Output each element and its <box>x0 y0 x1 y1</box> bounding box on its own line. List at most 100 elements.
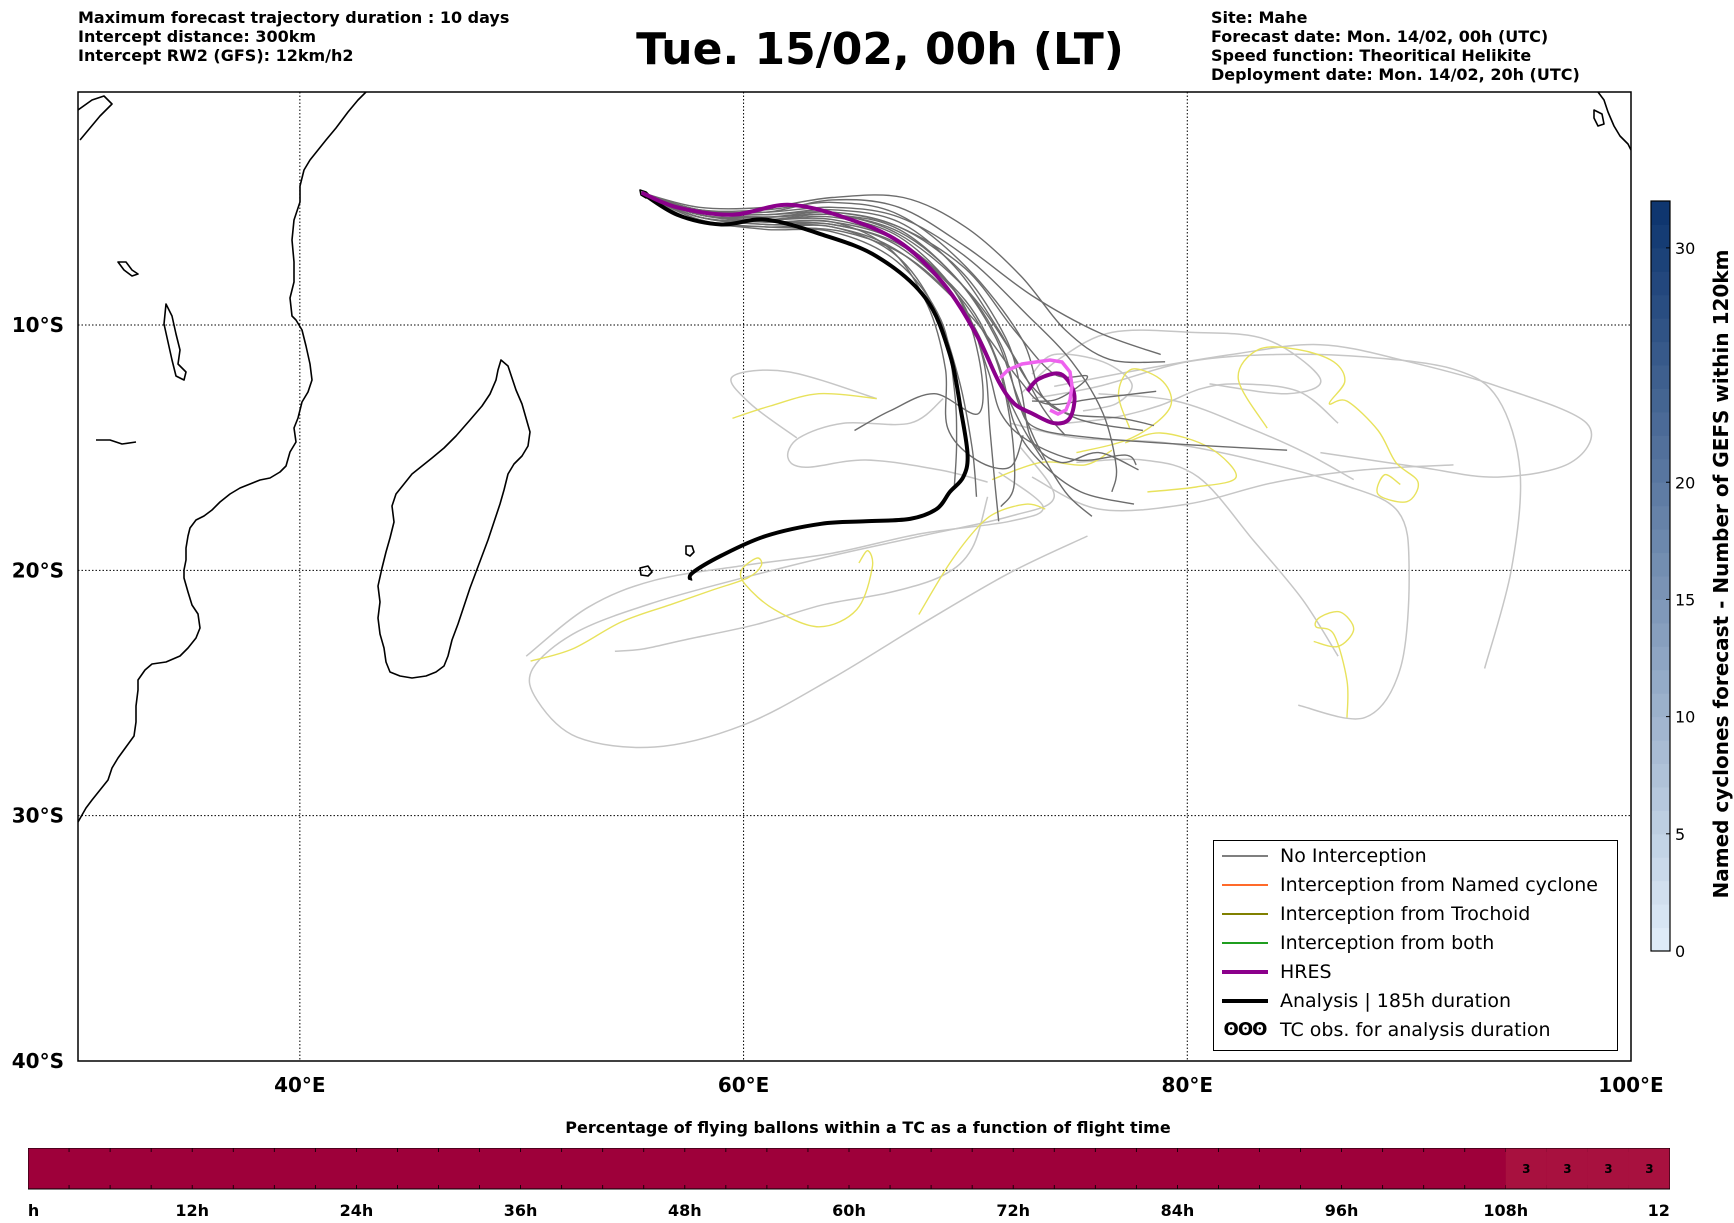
colorbar-segment <box>1651 599 1670 624</box>
legend-item-trochoid: Interception from Trochoid <box>1222 899 1530 928</box>
legend-swatch-gray <box>1222 854 1268 857</box>
colorbar-segment <box>1651 763 1670 788</box>
trajectory-line <box>1076 458 1339 657</box>
flight-time-percent-cells: 3 3 3 3 <box>28 1148 1670 1190</box>
flight-time-tick-label: 84h <box>1161 1201 1195 1220</box>
page-title: Tue. 15/02, 00h (LT) <box>636 24 1124 75</box>
trajectory-line <box>1237 346 1420 503</box>
colorbar-segment <box>1651 622 1670 647</box>
analysis-trajectory <box>640 190 970 581</box>
percent-cell <box>1628 1148 1670 1189</box>
trajectory-line <box>1076 368 1173 454</box>
legend-item-both: Interception from both <box>1222 928 1494 957</box>
colorbar-segment <box>1651 810 1670 835</box>
hres-loop-highlight <box>998 358 1074 416</box>
trajectory-line <box>730 369 877 439</box>
legend-label: HRES <box>1280 960 1332 983</box>
latitude-label: 10°S <box>12 313 64 337</box>
trajectory-line <box>1031 353 1522 669</box>
percent-cell <box>1587 1148 1629 1189</box>
coastlines <box>78 92 1631 823</box>
flight-time-tick-label: 60h <box>832 1201 866 1220</box>
colorbar-segment <box>1651 646 1670 671</box>
colorbar-segment <box>1651 833 1670 858</box>
legend-swatch-green <box>1222 941 1268 944</box>
legend-swatch-black <box>1222 998 1268 1003</box>
latitude-label: 30°S <box>12 804 64 828</box>
colorbar-segment <box>1651 740 1670 764</box>
colorbar-segment <box>1651 458 1670 483</box>
analysis-line <box>640 190 970 581</box>
legend-label: TC obs. for analysis duration <box>1280 1018 1551 1041</box>
percent-cell <box>1546 1148 1588 1189</box>
deployment-date-info: Deployment date: Mon. 14/02, 20h (UTC) <box>1211 65 1580 84</box>
forecast-parameters: Maximum forecast trajectory duration : 1… <box>78 8 509 65</box>
colorbar-segment <box>1651 247 1670 272</box>
flight-time-tick-label: 108h <box>1483 1201 1528 1220</box>
mozambique-channel-islet <box>96 439 137 445</box>
comoros-islands <box>117 261 139 277</box>
colorbar-segment <box>1651 411 1670 436</box>
trajectory-line <box>1313 610 1355 718</box>
trajectory-line <box>641 191 1288 451</box>
colorbar-segment <box>1651 669 1670 694</box>
trajectory-line <box>991 449 1113 481</box>
latitude-label: 20°S <box>12 558 64 582</box>
legend-swatch-purple <box>1222 969 1268 974</box>
trajectory-line <box>918 503 1046 615</box>
colorbar-segment <box>1651 716 1670 741</box>
north-coast-islands <box>78 95 113 141</box>
legend-label: Analysis | 185h duration <box>1280 989 1512 1012</box>
colorbar-segment <box>1651 857 1670 882</box>
flight-time-tick-label: 12h <box>175 1201 209 1220</box>
percent-cell <box>1505 1148 1547 1189</box>
colorbar-segment <box>1651 388 1670 413</box>
legend-swatch-olive <box>1222 912 1268 915</box>
trajectory-line <box>1098 392 1355 481</box>
legend-item-hres: HRES <box>1222 957 1332 986</box>
legend-item-named-cyclone: Interception from Named cyclone <box>1222 870 1598 899</box>
colorbar-segment <box>1651 927 1670 952</box>
trajectory-line <box>1031 464 1454 512</box>
colorbar-tick-label: 5 <box>1675 825 1685 844</box>
eastern-islets <box>1593 109 1605 127</box>
colorbar-segment <box>1651 271 1670 296</box>
flight-time-tick-label: 0h <box>28 1201 39 1220</box>
colorbar-segment <box>1651 529 1670 554</box>
percent-cell-label: 3 <box>1563 1162 1571 1176</box>
longitude-label: 80°E <box>1162 1073 1214 1097</box>
flight-time-bar-title: Percentage of flying ballons within a TC… <box>565 1118 1171 1137</box>
colorbar-tick-label: 30 <box>1675 239 1695 258</box>
legend-label: Interception from both <box>1280 931 1495 954</box>
flight-time-tick-label: 36h <box>504 1201 538 1220</box>
colorbar-segment <box>1651 786 1670 811</box>
legend-label: Interception from Trochoid <box>1280 902 1531 925</box>
mauritius-island <box>685 545 695 557</box>
colorbar-segment <box>1651 505 1670 530</box>
trajectory-line <box>732 392 877 419</box>
trajectory-line <box>641 191 1166 364</box>
parameter-duration: Maximum forecast trajectory duration : 1… <box>78 8 510 27</box>
gefs-colorbar: 0 5 10 15 20 30 <box>1650 200 1695 961</box>
colorbar-title: Named cyclones forecast - Number of GEFS… <box>1709 250 1733 899</box>
percent-cell-label: 3 <box>1604 1162 1612 1176</box>
colorbar-segment <box>1651 224 1670 249</box>
flight-time-tick-labels: 0h 12h 24h 36h 48h 60h 72h 84h 96h 108h 120h <box>28 1201 1670 1220</box>
trajectory-line <box>786 397 988 483</box>
colorbar-segment <box>1651 576 1670 600</box>
colorbar-segment <box>1651 880 1670 905</box>
flight-time-tick-label: 96h <box>1325 1201 1359 1220</box>
longitude-label: 100°E <box>1598 1073 1663 1097</box>
colorbar-segment <box>1651 294 1670 319</box>
colorbar-segment <box>1651 341 1670 366</box>
madagascar-coastline <box>377 359 531 679</box>
legend-item-analysis: Analysis | 185h duration <box>1222 986 1511 1015</box>
colorbar-segment <box>1651 435 1670 460</box>
legend-label: Interception from Named cyclone <box>1280 873 1598 896</box>
flight-time-bar: 3 3 3 3 0h 12h 24h 36h 48h 60h 72h 84h 96h 108h 120h <box>28 1148 1670 1220</box>
trajectory-line <box>528 447 1088 749</box>
legend-item-tc-obs: ʘʘʘ TC obs. for analysis duration <box>1222 1015 1551 1044</box>
colorbar-tick-label: 10 <box>1675 708 1695 727</box>
west-africa-lakes <box>163 303 187 381</box>
flight-time-tick-label: 24h <box>340 1201 374 1220</box>
